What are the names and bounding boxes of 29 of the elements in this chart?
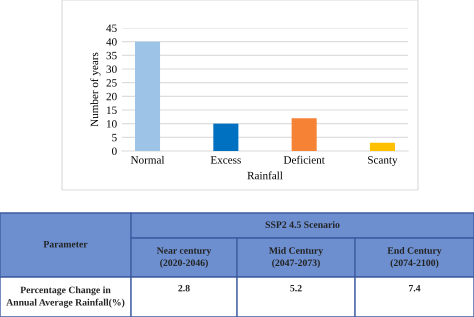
text: End Century (2074-2100) (388, 246, 442, 268)
text: SSP2 4.5 Scenario (266, 221, 340, 228)
text: Percentage Change in Annual Average Rainfall(%) (6, 286, 124, 308)
text: Near century (2020-2046) (156, 247, 212, 268)
y-tick-label: 30 (106, 65, 117, 73)
y-axis-title: Number of years (90, 52, 100, 127)
y-tick-label: 5 (112, 134, 117, 142)
x-tick-label: Normal (130, 156, 164, 164)
y-tick-label: 40 (106, 38, 117, 46)
bar (370, 142, 395, 151)
text: Mid Century (2047-2073) (269, 246, 324, 268)
y-tick-label: 15 (107, 106, 117, 114)
y-tick-label: 25 (106, 79, 117, 87)
bar (135, 42, 160, 151)
y-tick-label: 20 (106, 92, 117, 100)
y-tick-label: 10 (107, 120, 117, 128)
y-tick-label: 0 (112, 147, 117, 155)
text: 2.8 (178, 284, 190, 292)
x-tick-label: Scanty (368, 156, 398, 166)
x-tick-label: Deficient (284, 156, 325, 164)
bar (213, 124, 238, 151)
y-tick-label: 45 (106, 24, 117, 32)
text: Parameter (44, 240, 88, 248)
x-tick-label: Excess (210, 156, 241, 164)
x-axis-title: Rainfall (247, 171, 283, 180)
text: 5.2 (290, 284, 302, 292)
bar (292, 118, 317, 151)
text: 7.4 (408, 284, 420, 292)
y-tick-label: 35 (106, 52, 117, 60)
